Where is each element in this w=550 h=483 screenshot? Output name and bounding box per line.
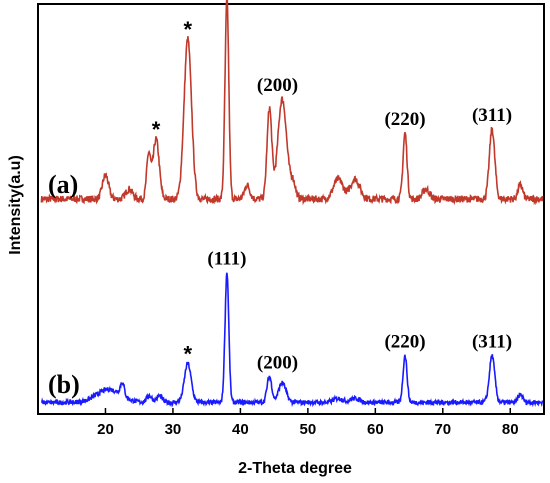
annotation-a-1: *	[183, 17, 192, 42]
x-tick-label-20: 20	[97, 421, 114, 438]
x-tick-label-50: 50	[300, 421, 317, 438]
annotation-b-10: (311)	[472, 332, 512, 353]
panel-label-b: (b)	[48, 370, 80, 399]
x-tick-label-80: 80	[502, 421, 519, 438]
annotation-b-6: (111)	[207, 248, 246, 269]
x-axis-label: 2-Theta degree	[238, 460, 352, 477]
annotation-a-4: (220)	[384, 109, 425, 130]
x-axis-ticks: 20 30 40 50 60 70 80	[97, 408, 519, 438]
annotation-b-8: (200)	[257, 352, 298, 373]
annotation-a-2: *	[152, 117, 161, 142]
series-a-line	[40, 0, 544, 206]
annotation-a-3: (200)	[257, 75, 298, 96]
annotation-b-7: *	[183, 341, 192, 366]
x-tick-label-60: 60	[367, 421, 384, 438]
annotation-a-5: (311)	[472, 105, 512, 126]
x-tick-label-30: 30	[165, 421, 182, 438]
x-tick-label-40: 40	[232, 421, 249, 438]
annotation-b-9: (220)	[384, 332, 425, 353]
annotations: (a)(b)(111)**(200)(220)(311)(111)*(200)(…	[48, 17, 512, 399]
plot-frame	[37, 3, 545, 415]
y-axis-label: Intensity(a.u)	[7, 155, 24, 255]
series-layer	[40, 0, 544, 408]
x-tick-label-70: 70	[434, 421, 451, 438]
panel-label-a: (a)	[48, 170, 78, 199]
series-b-line	[41, 272, 544, 408]
